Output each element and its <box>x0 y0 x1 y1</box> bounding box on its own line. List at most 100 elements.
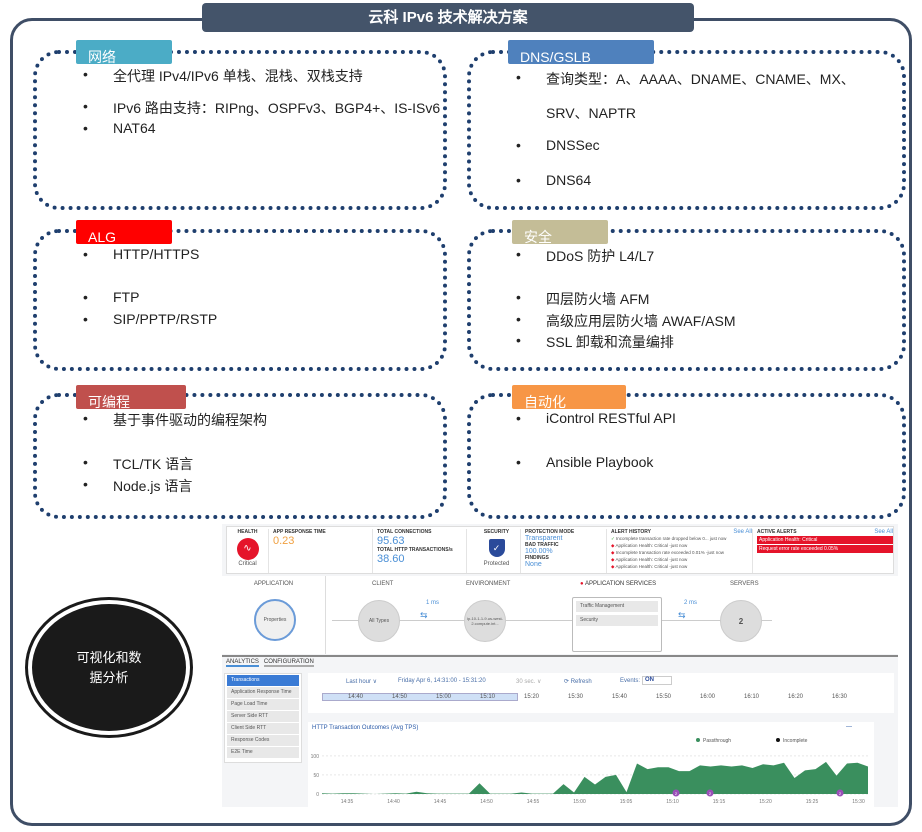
side-menu-item[interactable]: Server Side RTT <box>227 711 299 722</box>
legend-marker <box>696 738 700 742</box>
events-toggle[interactable]: ON <box>642 676 672 685</box>
feature-item: • 高级应用层防火墙 AWAF/ASM <box>516 311 736 331</box>
properties-node[interactable]: Properties <box>254 599 296 641</box>
event-marker <box>836 789 844 797</box>
x-tick-label: 14:35 <box>341 799 354 805</box>
x-tick-label: 14:45 <box>434 799 447 805</box>
feature-text: Node.js 语言 <box>113 478 193 494</box>
refresh-button[interactable]: ⟳ Refresh <box>564 679 592 685</box>
feature-text: 高级应用层防火墙 AWAF/ASM <box>546 313 736 329</box>
bullet-icon: • <box>83 246 88 262</box>
topology: APPLICATION Properties CLIENT All Types … <box>222 576 898 654</box>
bullet-icon: • <box>83 66 88 82</box>
alert-history-item[interactable]: ◆ Application Health: Critical -just now <box>611 557 688 562</box>
feature-text: SIP/PPTP/RSTP <box>113 311 218 327</box>
feature-text: 查询类型：A、AAAA、DNAME、CNAME、MX、 <box>546 71 855 87</box>
legend-label: Incomplete <box>783 738 808 744</box>
protection-mode: Transparent <box>525 535 563 542</box>
app-services-box: Traffic Management Security <box>572 597 662 652</box>
x-tick-label: 15:05 <box>620 799 633 805</box>
tab-configuration[interactable]: CONFIGURATION <box>263 659 314 667</box>
feature-item: • SIP/PPTP/RSTP <box>83 311 218 327</box>
panel-5 <box>467 393 906 519</box>
side-menu-item[interactable]: Client Side RTT <box>227 723 299 734</box>
feature-text: TCL/TK 语言 <box>113 456 194 472</box>
active-alerts-label: ACTIVE ALERTS <box>757 529 797 535</box>
active-alerts-see-all[interactable]: See All <box>874 529 893 535</box>
panel-tag: DNS/GSLB <box>508 40 654 64</box>
collapse-icon[interactable]: — <box>846 724 852 730</box>
security-item[interactable]: Security <box>576 615 658 626</box>
application-heading: APPLICATION <box>222 576 326 654</box>
alert-history-item[interactable]: ◆ Application Health: Critical -just now <box>611 564 688 569</box>
interval-dropdown[interactable]: 30 sec. ∨ <box>516 679 542 685</box>
passthrough-area <box>322 761 868 794</box>
alert-history-item[interactable]: ◆ Application Health: Critical -just now <box>611 543 688 548</box>
panel-2 <box>33 229 447 371</box>
alert-history-item[interactable]: ◆ Incomplete transaction rate exceeded 0… <box>611 550 725 555</box>
feature-text: SSL 卸载和流量编排 <box>546 334 674 350</box>
visualization-label: 可视化和数据分析 <box>76 649 142 685</box>
tab-analytics[interactable]: ANALYTICS <box>226 659 259 667</box>
timeline-tick: 14:50 <box>392 694 408 700</box>
range-dropdown[interactable]: Last hour ∨ <box>346 679 378 685</box>
security-status: Protected <box>483 561 510 567</box>
alert-history-item[interactable]: ✓ Incomplete transaction rate dropped be… <box>611 536 727 541</box>
environment-node[interactable]: ip-10-1-1-9.us-west-2.compute.int... <box>464 600 506 642</box>
app-services-heading: APPLICATION SERVICES <box>584 581 657 587</box>
feature-item: • DNS64 <box>516 172 591 188</box>
side-menu-item[interactable]: Page Load Time <box>227 699 299 710</box>
f5-logo-icon: ● <box>580 581 584 587</box>
environment-heading: ENVIRONMENT <box>466 581 511 587</box>
feature-item: • FTP <box>83 289 139 305</box>
feature-item: • Node.js 语言 <box>83 476 193 496</box>
servers-node[interactable]: 2 <box>720 600 762 642</box>
event-marker-count: 2 <box>709 791 712 796</box>
visualization-badge: 可视化和数据分析 <box>28 600 190 735</box>
active-alert[interactable]: Request error rate exceeded 0.05% <box>757 545 893 553</box>
feature-item: • SSL 卸载和流量编排 <box>516 332 674 352</box>
side-menu-item[interactable]: Response Codes <box>227 735 299 746</box>
timeline-tick: 15:40 <box>612 694 628 700</box>
side-menu-item[interactable]: E2E Time <box>227 747 299 758</box>
server-latency: 2 ms <box>684 600 698 606</box>
feature-item: • 基于事件驱动的编程架构 <box>83 410 267 430</box>
health-status: Critical <box>238 561 257 567</box>
timeline-tick: 15:10 <box>480 694 496 700</box>
bullet-icon: • <box>83 289 88 305</box>
client-node[interactable]: All Types <box>358 600 400 642</box>
active-alert[interactable]: Application Health: Critical <box>757 536 893 544</box>
shield-icon: ✓ <box>488 539 505 557</box>
side-menu-item[interactable]: Application Response Time <box>227 687 299 698</box>
bad-traffic-value: 100.00% <box>525 548 553 555</box>
bullet-icon: • <box>83 454 88 470</box>
bullet-icon: • <box>516 69 521 85</box>
time-toolbar: Last hour ∨ Friday Apr 6, 14:31:00 - 15:… <box>308 673 894 713</box>
servers-heading: SERVERS <box>730 581 759 587</box>
feature-item: • HTTP/HTTPS <box>83 246 200 262</box>
timeline-selection[interactable] <box>322 693 518 701</box>
feature-text: NAT64 <box>113 120 156 136</box>
timeline-tick: 15:30 <box>568 694 584 700</box>
legend-label: Passthrough <box>703 738 731 744</box>
security-label: SECURITY <box>483 529 510 535</box>
x-tick-label: 15:00 <box>573 799 586 805</box>
feature-item: SRV、NAPTR <box>546 103 636 123</box>
bullet-icon: • <box>516 311 521 327</box>
period-text: Friday Apr 6, 14:31:00 - 15:31:20 <box>398 678 486 684</box>
bullet-icon: • <box>516 454 521 470</box>
traffic-management-item[interactable]: Traffic Management <box>576 601 658 612</box>
feature-text: DNSSec <box>546 137 600 153</box>
side-menu-item[interactable]: Transactions <box>227 675 299 686</box>
panel-tag: 网络 <box>76 40 172 64</box>
feature-text: DDoS 防护 L4/L7 <box>546 248 655 264</box>
client-heading: CLIENT <box>372 581 394 587</box>
bad-traffic-label: BAD TRAFFIC <box>525 542 559 548</box>
bullet-icon: • <box>516 137 521 153</box>
bidirectional-arrows-icon: ⇆ <box>678 610 686 620</box>
feature-item: • IPv6 路由支持：RIPng、OSPFv3、BGP4+、IS-ISv6 <box>83 98 441 118</box>
feature-text: HTTP/HTTPS <box>113 246 200 262</box>
alert-history-see-all[interactable]: See All <box>733 529 752 535</box>
feature-text: IPv6 路由支持：RIPng、OSPFv3、BGP4+、IS-ISv6 <box>113 100 441 116</box>
feature-item: • 查询类型：A、AAAA、DNAME、CNAME、MX、 <box>516 69 855 89</box>
